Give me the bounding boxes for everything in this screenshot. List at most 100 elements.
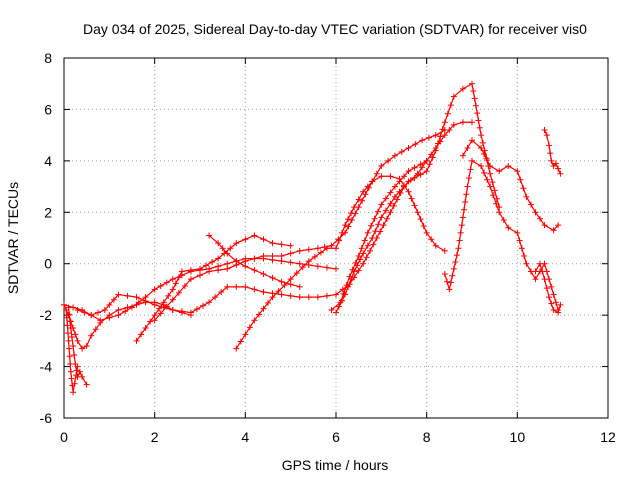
data-point xyxy=(296,283,303,290)
data-point xyxy=(348,210,355,217)
series-arc-1 xyxy=(61,299,194,352)
data-point xyxy=(317,249,324,256)
series-arc-10 xyxy=(328,119,475,313)
data-point xyxy=(458,222,465,229)
data-point xyxy=(355,196,362,203)
data-point xyxy=(345,283,352,290)
data-point xyxy=(74,337,81,344)
data-point xyxy=(251,317,258,324)
data-point xyxy=(546,294,553,301)
data-point xyxy=(72,331,79,338)
data-point xyxy=(181,283,188,289)
series-arc-14 xyxy=(541,127,564,177)
data-point xyxy=(101,307,108,313)
data-point xyxy=(147,318,154,325)
data-point xyxy=(375,221,382,228)
data-point xyxy=(242,258,249,265)
data-point xyxy=(455,245,462,252)
x-tick-label: 0 xyxy=(60,429,68,445)
data-point xyxy=(481,151,488,157)
data-point xyxy=(452,259,459,265)
data-point xyxy=(314,263,321,270)
data-point xyxy=(429,154,436,161)
data-point xyxy=(175,274,182,281)
data-point xyxy=(203,262,210,269)
data-point xyxy=(520,185,527,192)
data-point xyxy=(70,343,77,349)
data-point xyxy=(169,276,176,283)
data-point xyxy=(373,170,380,177)
data-point xyxy=(212,294,219,301)
data-point xyxy=(163,303,170,310)
x-tick-labels: 0 2 4 6 8 10 12 xyxy=(60,429,616,445)
data-point xyxy=(447,279,454,286)
y-tick-label: 4 xyxy=(44,153,52,169)
data-point xyxy=(355,267,362,274)
data-point xyxy=(106,314,113,321)
data-point xyxy=(500,217,507,223)
data-point xyxy=(278,278,285,285)
data-point xyxy=(260,236,267,243)
data-point xyxy=(391,152,398,159)
data-point xyxy=(251,267,258,274)
data-point xyxy=(543,132,550,139)
data-point xyxy=(387,200,394,207)
data-point xyxy=(314,294,321,301)
data-point xyxy=(462,199,469,205)
data-point xyxy=(67,318,74,325)
data-point xyxy=(469,137,475,144)
data-point xyxy=(293,270,300,277)
data-point xyxy=(151,317,158,324)
data-point xyxy=(287,259,294,266)
data-point xyxy=(233,345,240,352)
data-point xyxy=(514,168,521,175)
data-point xyxy=(296,294,303,301)
data-point xyxy=(106,301,113,308)
x-axis-label: GPS time / hours xyxy=(282,457,389,473)
data-point xyxy=(417,161,424,168)
data-point xyxy=(368,222,375,229)
data-point xyxy=(401,173,407,180)
data-point xyxy=(419,137,426,144)
y-tick-label: 0 xyxy=(44,256,52,272)
data-point xyxy=(408,195,415,202)
data-point xyxy=(157,283,164,289)
x-tick-label: 2 xyxy=(151,429,159,445)
data-point xyxy=(278,291,285,298)
data-point xyxy=(348,276,355,283)
data-point xyxy=(269,294,276,301)
series-line xyxy=(462,139,559,232)
data-point xyxy=(251,232,258,239)
series-arc-11 xyxy=(333,80,503,316)
series-arc-4 xyxy=(61,255,339,324)
data-point xyxy=(432,242,439,249)
data-point xyxy=(71,352,78,358)
data-point xyxy=(333,309,339,316)
data-point xyxy=(405,178,412,185)
data-point xyxy=(396,188,403,195)
data-point xyxy=(269,274,276,281)
data-point xyxy=(478,163,485,169)
data-point xyxy=(363,254,370,261)
data-point xyxy=(378,201,385,208)
data-point xyxy=(546,142,553,149)
series-arc-15 xyxy=(532,260,564,316)
data-point xyxy=(459,214,466,221)
data-point xyxy=(463,191,470,198)
data-point xyxy=(391,193,398,200)
data-point xyxy=(242,263,249,270)
data-point xyxy=(219,245,226,252)
data-point xyxy=(135,299,142,306)
data-point xyxy=(215,240,222,247)
data-point xyxy=(474,110,481,117)
data-point xyxy=(63,314,70,321)
data-point xyxy=(345,216,352,223)
data-point xyxy=(428,236,435,243)
data-point xyxy=(305,246,312,253)
data-point xyxy=(339,297,346,304)
data-point xyxy=(432,132,439,139)
data-point xyxy=(95,309,101,316)
data-point xyxy=(514,229,521,236)
data-point xyxy=(472,102,479,109)
data-point xyxy=(387,209,394,216)
